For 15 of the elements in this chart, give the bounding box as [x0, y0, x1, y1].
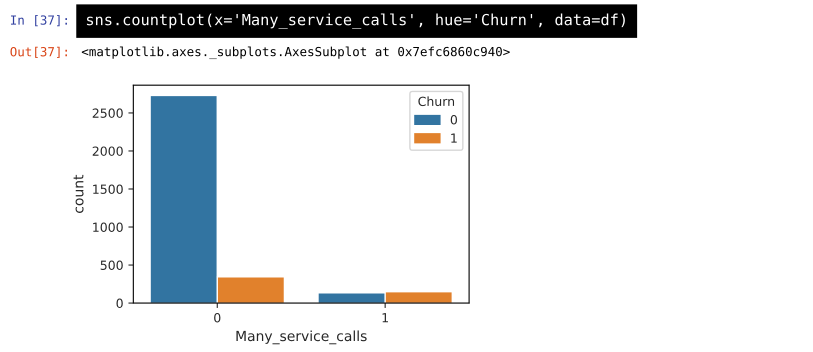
legend-label: 1: [451, 134, 457, 143]
y-axis-title: count: [74, 174, 84, 213]
text: sns.countplot(x='Many_service_calls', hue='Churn', data=df): [86, 13, 625, 29]
text: Out[37]:: [10, 46, 67, 58]
y-tick-label: 2500: [92, 108, 123, 118]
legend-title: Churn: [418, 96, 454, 106]
y-tick-label: 2000: [92, 146, 123, 156]
y-tick-label: 500: [100, 260, 123, 270]
text: <matplotlib.axes._subplots.AxesSubplot at 0x7efc6860c940>: [82, 46, 510, 60]
x-axis-title: Many_service_calls: [236, 330, 367, 344]
y-tick-label: 1000: [93, 222, 123, 232]
y-tick-label: 0: [116, 298, 123, 308]
legend-label: 0: [450, 115, 458, 124]
y-tick-label: 1500: [93, 184, 123, 194]
text: In [37]:: [10, 15, 67, 26]
